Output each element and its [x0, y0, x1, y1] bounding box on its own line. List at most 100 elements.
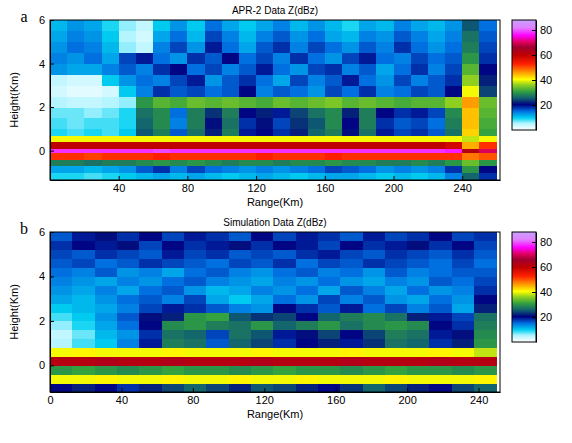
heatmap-cell	[102, 135, 120, 142]
heatmap-cell	[153, 153, 171, 160]
heatmap-cell	[136, 172, 154, 180]
heatmap-cell	[119, 118, 137, 129]
heatmap-cell	[251, 356, 274, 365]
heatmap-cell	[474, 374, 497, 383]
heatmap-cell	[229, 365, 252, 374]
heatmap-cell	[462, 31, 480, 42]
tick-mark	[50, 365, 54, 366]
heatmap-cell	[95, 321, 118, 330]
heatmap-cell	[290, 96, 308, 107]
tick: 6	[39, 226, 54, 238]
heatmap-cell	[84, 118, 102, 129]
heatmap-cell	[359, 166, 377, 173]
colorbar-slice	[512, 94, 536, 95]
colorbar-slice	[512, 291, 536, 292]
heatmap-cell	[119, 42, 137, 53]
heatmap-cell	[452, 312, 475, 321]
colorbar-slice	[512, 238, 536, 239]
colorbar-slice	[512, 41, 536, 42]
colorbar-slice	[512, 335, 536, 336]
colorbar-slice	[512, 78, 536, 79]
heatmap-cell	[187, 85, 205, 96]
heatmap-cell	[117, 356, 140, 365]
heatmap-cell	[318, 285, 341, 294]
heatmap-cell	[95, 348, 118, 357]
colorbar-slice	[512, 46, 536, 47]
panel: 40801201602002400246APR-2 Data Z(dBz)Ran…	[8, 5, 552, 208]
colorbar-slice	[512, 330, 536, 331]
heatmap-cell	[385, 303, 408, 312]
heatmap-cell	[153, 20, 171, 31]
tick-label: 240	[470, 394, 488, 406]
heatmap-cell	[251, 276, 274, 285]
heatmap-cell	[452, 259, 475, 268]
heatmap-cell	[394, 64, 412, 75]
heatmap-cell	[153, 107, 171, 118]
tick-mark	[532, 55, 536, 56]
heatmap-cell	[296, 241, 319, 250]
heatmap-cell	[394, 153, 412, 160]
tick-mark	[336, 388, 337, 392]
tick-mark	[532, 242, 536, 243]
colorbar-slice	[512, 118, 536, 119]
heatmap-cell	[394, 135, 412, 142]
heatmap-cell	[308, 96, 326, 107]
heatmap-cell	[139, 241, 162, 250]
heatmap-cell	[184, 348, 207, 357]
colorbar-slice	[512, 31, 536, 32]
heatmap-cell	[102, 42, 120, 53]
heatmap-cell	[428, 129, 446, 136]
heatmap-cell	[84, 53, 102, 64]
colorbar-slice	[512, 44, 536, 45]
heatmap-cell	[411, 74, 429, 85]
heatmap-cell	[67, 107, 85, 118]
heatmap-cell	[462, 64, 480, 75]
axis: 0246	[39, 14, 54, 180]
heatmap-cell	[117, 374, 140, 383]
heatmap-cell	[170, 85, 188, 96]
heatmap-cell	[308, 148, 326, 153]
tick-label: 80	[187, 394, 199, 406]
heatmap-cell	[407, 339, 430, 348]
heatmap-cell	[139, 339, 162, 348]
heatmap-cell	[325, 148, 343, 153]
heatmap-cell	[452, 241, 475, 250]
heatmap-cell	[359, 31, 377, 42]
heatmap-cell	[376, 31, 394, 42]
heatmap-cell	[139, 374, 162, 383]
tick-mark	[532, 292, 536, 293]
figure: 40801201602002400246APR-2 Data Z(dBz)Ran…	[0, 0, 572, 443]
colorbar-slice	[512, 339, 536, 340]
heatmap-cell	[153, 53, 171, 64]
colorbar-slice	[512, 298, 536, 299]
colorbar-slice	[512, 38, 536, 39]
heatmap-cell	[184, 374, 207, 383]
panel-label: a	[20, 8, 27, 25]
heatmap-cell	[318, 321, 341, 330]
heatmap-cell	[117, 303, 140, 312]
heatmap-cell	[290, 42, 308, 53]
heatmap-cell	[325, 118, 343, 129]
heatmap-cell	[479, 64, 497, 75]
heatmap-cell	[273, 268, 296, 277]
colorbar-slice	[512, 249, 536, 250]
heatmap-cell	[452, 365, 475, 374]
colorbar-slice	[512, 243, 536, 244]
heatmap-cell	[222, 135, 240, 142]
heatmap-cell	[67, 129, 85, 136]
tick-mark	[407, 388, 408, 392]
heatmap-cell	[72, 356, 95, 365]
heatmap-cell	[187, 53, 205, 64]
colorbar-slice	[512, 310, 536, 311]
heatmap-cell	[256, 42, 274, 53]
heatmap-cell	[428, 64, 446, 75]
heatmap-cell	[72, 339, 95, 348]
heatmap-cell	[359, 159, 377, 166]
heatmap-cell	[474, 348, 497, 357]
heatmap-cell	[50, 250, 73, 259]
heatmap-cell	[50, 96, 68, 107]
heatmap-cell	[428, 118, 446, 129]
heatmap-cell	[139, 383, 162, 392]
heatmap-cell	[229, 374, 252, 383]
tick: 20	[532, 311, 552, 323]
